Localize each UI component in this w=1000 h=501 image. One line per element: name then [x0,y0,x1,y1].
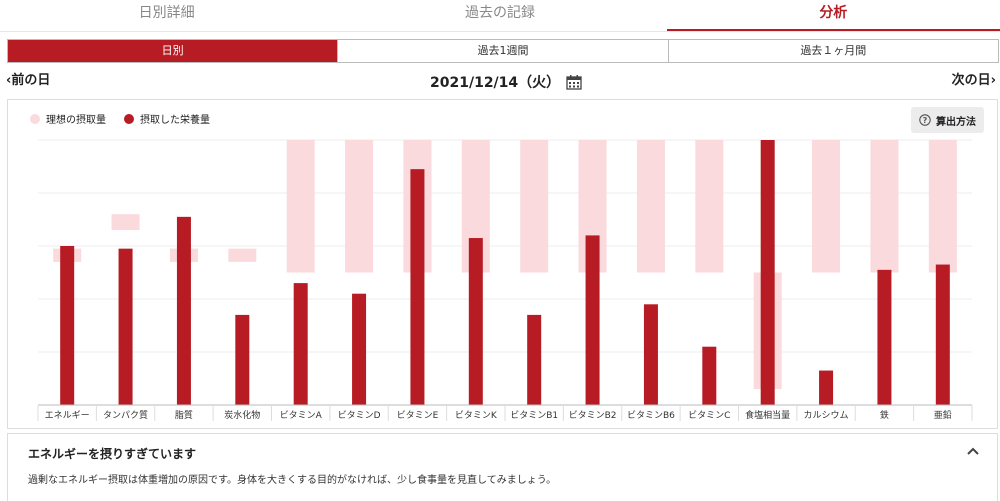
ideal-range-bar [928,140,957,273]
current-date: 2021/12/14（火） [430,75,561,91]
ideal-range-bar [812,140,841,273]
ideal-range-bar [228,248,257,262]
svg-text:?: ? [923,116,928,125]
date-navigation: ‹前の日 2021/12/14（火） 次の日› [0,70,1000,94]
advice-body: 過剰なエネルギー摂取は体重増加の原因です。身体を大きくする目的がなければ、少し食… [28,475,557,486]
ideal-range-bar [286,140,315,273]
intake-bar [877,269,892,405]
intake-bar [468,238,483,405]
advice-panel: エネルギーを摂りすぎています 過剰なエネルギー摂取は体重増加の原因です。身体を大… [7,433,998,501]
x-tick-label: ビタミンD [338,410,381,421]
main-tabs: 日別詳細 過去の記録 分析 [0,0,1000,32]
x-tick-label: ビタミンB2 [569,410,617,421]
ideal-range-bar [870,140,899,273]
intake-bar [410,169,425,405]
next-day-label: 次の日 [951,73,991,88]
ideal-range-bar [636,140,665,273]
x-tick-label: 食塩相当量 [745,409,790,421]
intake-bar [176,216,191,405]
intake-bar [352,293,367,405]
ideal-range-bar [520,140,549,273]
tab-past-records[interactable]: 過去の記録 [464,5,535,21]
legend-actual: 摂取した栄養量 [124,111,210,126]
calculation-method-button[interactable]: ? 算出方法 [911,107,984,133]
date-display: 2021/12/14（火） [430,70,582,94]
x-tick-label: ビタミンA [280,410,323,421]
tab-daily-detail[interactable]: 日別詳細 [138,5,195,21]
intake-bar [819,370,834,405]
intake-bar [60,246,75,405]
x-tick-label: 脂質 [175,409,193,421]
x-tick-label: 炭水化物 [224,409,260,421]
question-circle-icon: ? [919,114,931,126]
calendar-icon[interactable] [566,74,582,90]
x-tick-label: ビタミンB6 [627,410,675,421]
chevron-left-icon: ‹ [6,73,12,88]
intake-bar [293,283,308,405]
x-tick-label: カルシウム [804,410,849,421]
intake-bar [935,264,950,405]
range-segmented-control: 日別 過去1週間 過去１ヶ月間 [7,39,999,63]
chevron-right-icon: › [990,73,996,88]
x-tick-label: エネルギー [45,410,90,421]
ideal-range-bar [345,140,374,273]
x-tick-label: ビタミンE [397,410,439,421]
range-week-button[interactable]: 過去1週間 [337,40,667,62]
nutrition-chart-panel: エネルギー タンパク質 脂質 炭水化物 ビタミンA ビタミンD ビタミンE ビタミンK ビタミン… [7,99,998,429]
intake-bar [760,140,775,405]
x-tick-label: タンパク質 [103,409,148,421]
calculation-method-label: 算出方法 [936,116,976,128]
intake-bar [643,304,658,405]
x-tick-label: 鉄 [880,409,889,421]
tab-analysis[interactable]: 分析 [666,0,1000,31]
advice-title: エネルギーを摂りすぎています [28,447,197,461]
next-day-button[interactable]: 次の日› [952,70,996,92]
range-month-button[interactable]: 過去１ヶ月間 [667,40,998,62]
actual-swatch [124,113,134,124]
intake-bar [585,235,600,405]
prev-day-button[interactable]: ‹前の日 [6,70,50,92]
x-tick-label: 亜鉛 [934,409,952,421]
ideal-swatch [30,113,40,124]
x-tick-label: ビタミンK [455,410,498,421]
intake-bar [527,314,542,405]
chart-legend: 理想の摂取量 摂取した栄養量 [30,111,210,126]
intake-bar [235,314,250,405]
legend-actual-label: 摂取した栄養量 [140,115,210,126]
legend-ideal-label: 理想の摂取量 [46,115,106,126]
ideal-range-bar [111,214,140,231]
nutrition-bar-chart: エネルギー タンパク質 脂質 炭水化物 ビタミンA ビタミンD ビタミンE ビタミンK ビタミン… [37,139,973,421]
ideal-range-bar [695,140,724,273]
legend-ideal: 理想の摂取量 [30,111,106,126]
x-tick-label: ビタミンC [688,410,730,421]
x-tick-label: ビタミンB1 [510,410,558,421]
intake-bar [118,248,133,405]
intake-bar [702,346,717,405]
chevron-up-icon[interactable] [967,446,979,456]
range-daily-button[interactable]: 日別 [8,40,338,62]
prev-day-label: 前の日 [11,73,51,88]
